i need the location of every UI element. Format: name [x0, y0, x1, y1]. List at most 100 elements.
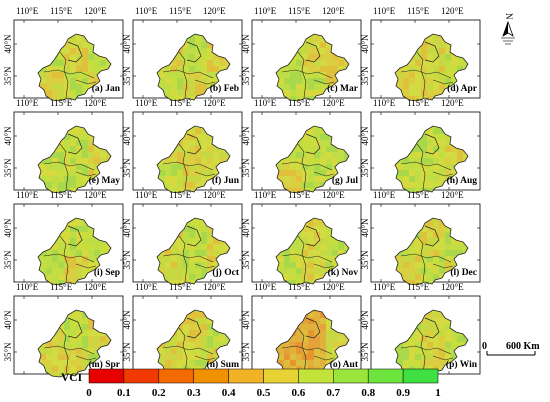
region-outline — [37, 33, 112, 102]
legend-swatch — [228, 368, 264, 384]
latitude-label: 35°N — [241, 158, 251, 178]
longitude-label: 120°E — [84, 282, 107, 292]
longitude-label: 120°E — [441, 282, 464, 292]
longitude-label: 115°E — [50, 6, 73, 16]
region-outline — [275, 125, 350, 194]
north-arrow-letter: N — [504, 13, 514, 20]
longitude-label: 115°E — [407, 190, 430, 200]
longitude-label: 115°E — [169, 98, 192, 108]
latitude-label: 35°N — [360, 66, 370, 86]
longitude-label: 120°E — [203, 190, 226, 200]
latitude-label: 40°N — [241, 34, 251, 54]
longitude-label: 120°E — [84, 98, 107, 108]
latitude-label: 35°N — [122, 342, 132, 362]
longitude-label: 110°E — [373, 6, 396, 16]
legend-tick-label: 0.3 — [187, 387, 201, 399]
map-panel: 110°E 115°E 120°E 40°N 35°N (k) Nov — [241, 190, 362, 286]
longitude-label: 110°E — [135, 190, 158, 200]
latitude-label: 40°N — [122, 218, 132, 238]
legend-swatch — [158, 368, 194, 384]
legend-swatch — [402, 368, 439, 384]
longitude-label: 110°E — [373, 190, 396, 200]
legend-tick-label: 0.4 — [222, 387, 236, 399]
map-panel: 110°E 115°E 120°E 40°N 35°N (i) Sep — [3, 190, 124, 286]
legend-tick-label: 0.7 — [326, 387, 340, 399]
panel-label: (k) Nov — [328, 267, 359, 278]
longitude-label: 115°E — [288, 282, 311, 292]
longitude-label: 115°E — [288, 6, 311, 16]
region-outline — [156, 33, 231, 102]
longitude-label: 120°E — [84, 6, 107, 16]
region-outline — [37, 125, 112, 194]
longitude-label: 115°E — [50, 190, 73, 200]
longitude-label: 120°E — [441, 190, 464, 200]
panel-label: (j) Oct — [212, 267, 239, 278]
latitude-label: 40°N — [360, 310, 370, 330]
legend-tick-label: 0.2 — [152, 387, 166, 399]
region-outline — [394, 217, 469, 286]
panel-label: (m) Spr — [89, 359, 121, 370]
legend-swatch — [193, 368, 229, 384]
longitude-label: 110°E — [16, 282, 39, 292]
longitude-label: 115°E — [169, 190, 192, 200]
legend-swatch — [367, 368, 404, 384]
longitude-label: 120°E — [203, 282, 226, 292]
longitude-label: 110°E — [16, 190, 39, 200]
longitude-label: 110°E — [16, 98, 39, 108]
longitude-label: 115°E — [407, 6, 430, 16]
longitude-label: 120°E — [322, 282, 345, 292]
longitude-label: 110°E — [254, 6, 277, 16]
panel-label: (b) Feb — [210, 83, 239, 94]
map-panel: 110°E 115°E 120°E 40°N 35°N (p) Win — [360, 282, 481, 378]
map-panel: 110°E 115°E 120°E 40°N 35°N (f) Jun — [122, 98, 243, 194]
longitude-label: 115°E — [169, 6, 192, 16]
map-panel: 110°E 115°E 120°E 40°N 35°N (d) Apr — [360, 6, 481, 102]
latitude-label: 35°N — [241, 66, 251, 86]
latitude-label: 40°N — [3, 126, 13, 146]
map-panel: 110°E 115°E 120°E 40°N 35°N (l) Dec — [360, 190, 481, 286]
legend-swatch — [88, 368, 125, 384]
map-panel: 110°E 115°E 120°E 40°N 35°N (a) Jan — [3, 6, 124, 102]
scale-bar: 0 600 Km — [482, 341, 540, 356]
panel-label: (n) Sum — [207, 359, 240, 370]
vci-legend: VCI 0 0.1 0.2 0.3 0.4 0.5 0.6 0.7 0.8 0.9 1 — [61, 368, 441, 399]
legend-title: VCI — [61, 372, 83, 384]
map-panel: 110°E 115°E 120°E 40°N 35°N (j) Oct — [122, 190, 243, 286]
map-panel: 110°E 115°E 120°E 40°N 35°N (e) May — [3, 98, 124, 194]
longitude-label: 110°E — [373, 98, 396, 108]
latitude-label: 35°N — [360, 158, 370, 178]
longitude-label: 120°E — [322, 190, 345, 200]
latitude-label: 40°N — [360, 126, 370, 146]
longitude-label: 110°E — [135, 6, 158, 16]
legend-tick-label: 0.1 — [117, 387, 131, 399]
longitude-label: 110°E — [254, 282, 277, 292]
legend-tick-label: 1 — [435, 387, 441, 399]
map-panel: 110°E 115°E 120°E 40°N 35°N (h) Aug — [360, 98, 481, 194]
region-outline — [156, 125, 231, 194]
latitude-label: 35°N — [122, 158, 132, 178]
longitude-label: 115°E — [407, 282, 430, 292]
latitude-label: 35°N — [360, 250, 370, 270]
longitude-label: 120°E — [203, 98, 226, 108]
longitude-label: 120°E — [322, 98, 345, 108]
legend-tick-label: 0 — [86, 387, 92, 399]
latitude-label: 40°N — [241, 218, 251, 238]
legend-swatch — [333, 368, 369, 384]
latitude-label: 40°N — [122, 34, 132, 54]
latitude-label: 40°N — [241, 310, 251, 330]
longitude-label: 120°E — [441, 98, 464, 108]
region-outline — [275, 309, 350, 378]
panel-label: (c) Mar — [327, 83, 359, 94]
longitude-label: 120°E — [203, 6, 226, 16]
latitude-label: 35°N — [122, 66, 132, 86]
panel-label: (f) Jun — [212, 175, 240, 186]
region-outline — [394, 125, 469, 194]
longitude-label: 115°E — [288, 98, 311, 108]
region-outline — [156, 309, 231, 378]
latitude-label: 40°N — [360, 218, 370, 238]
longitude-label: 120°E — [441, 6, 464, 16]
latitude-label: 35°N — [241, 250, 251, 270]
longitude-label: 120°E — [84, 190, 107, 200]
